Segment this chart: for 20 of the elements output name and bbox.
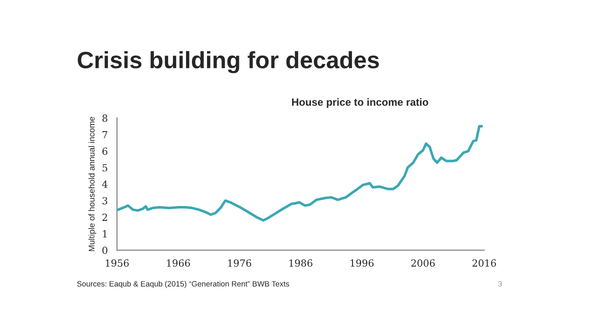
y-tick-label: 1: [102, 230, 107, 238]
y-tick-label: 6: [102, 148, 108, 155]
y-axis-title: Multiple of household annual income: [88, 116, 96, 252]
y-tick-label: 0: [102, 246, 108, 254]
y-tick-label: 4: [102, 180, 108, 188]
chart-title: Crisis building for decades: [78, 51, 379, 74]
x-tick-label: 1966: [167, 259, 190, 267]
y-tick-label: 7: [102, 131, 108, 138]
x-tick-label: 1986: [289, 259, 312, 267]
y-tick-label: 8: [102, 114, 108, 122]
x-tick-label: 1956: [106, 259, 129, 267]
line-series: [117, 125, 483, 222]
y-tick-label: 3: [102, 197, 108, 204]
x-tick-label: 1976: [228, 259, 252, 267]
x-tick-label: 2006: [411, 259, 435, 267]
chart-subtitle: House price to income ratio: [292, 98, 428, 108]
y-tick-label: 2: [102, 214, 108, 221]
x-tick-label: 1996: [350, 259, 374, 267]
x-tick-label: 2016: [472, 259, 496, 267]
y-tick-label: 5: [102, 164, 108, 172]
